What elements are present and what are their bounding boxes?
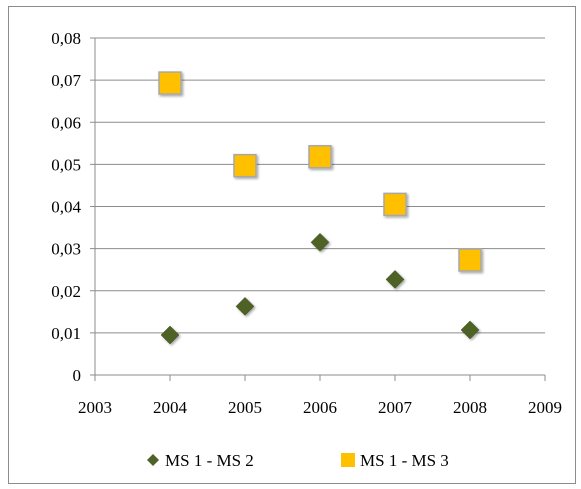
legend-marker-diamond [147, 454, 159, 466]
y-tick-label: 0,02 [51, 282, 81, 301]
data-point-square [458, 248, 482, 272]
x-tick-label: 2003 [78, 398, 112, 417]
y-tick-label: 0,07 [51, 71, 81, 90]
data-point-square [158, 71, 182, 95]
x-tick-label: 2005 [228, 398, 262, 417]
y-tick-label: 0,05 [51, 155, 81, 174]
x-tick-label: 2006 [303, 398, 337, 417]
x-tick-label: 2004 [153, 398, 188, 417]
data-point-diamond [310, 232, 330, 252]
y-tick-label: 0,01 [51, 324, 81, 343]
legend-label: MS 1 - MS 3 [360, 451, 449, 470]
data-point-square [233, 153, 257, 178]
data-point-square [383, 192, 407, 217]
y-tick-label: 0,06 [51, 113, 81, 132]
y-tick-label: 0,08 [51, 29, 81, 48]
data-points [158, 71, 482, 345]
data-point-square [308, 145, 332, 169]
legend-label: MS 1 - MS 2 [165, 451, 254, 470]
y-tick-label: 0,04 [51, 198, 81, 217]
x-tick-label: 2007 [378, 398, 413, 417]
y-tick-label: 0,03 [51, 240, 81, 259]
x-tick-label: 2009 [528, 398, 562, 417]
data-point-diamond [235, 296, 255, 316]
y-tick-labels: 0 0,01 0,02 0,03 0,04 0,05 0,06 0,07 0,08 [51, 29, 81, 385]
data-point-diamond [160, 325, 180, 345]
x-tick-label: 2008 [453, 398, 487, 417]
chart-frame [8, 6, 576, 484]
x-tick-labels: 2003 2004 2005 2006 2007 2008 2009 [78, 398, 562, 417]
axes [90, 37, 546, 381]
data-point-diamond [460, 320, 480, 340]
data-point-diamond [385, 270, 405, 289]
legend: MS 1 - MS 2 MS 1 - MS 3 [147, 451, 449, 470]
legend-marker-square [341, 453, 355, 467]
y-tick-label: 0 [73, 366, 82, 385]
